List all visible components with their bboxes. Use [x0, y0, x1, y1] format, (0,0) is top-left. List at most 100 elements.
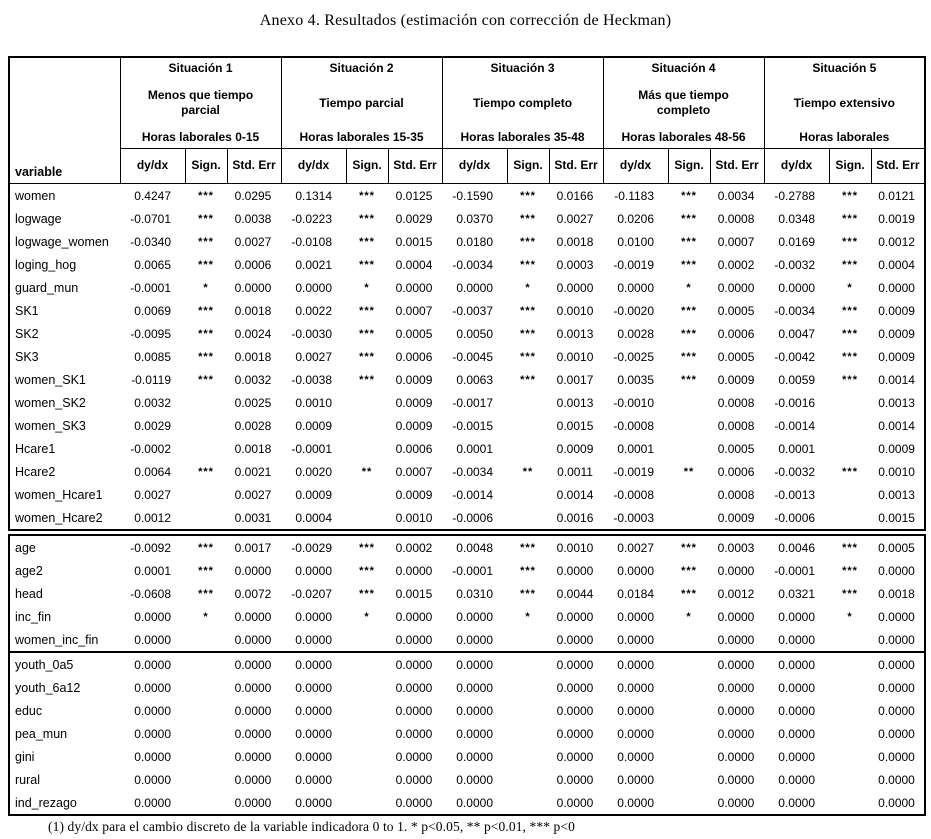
cell-dydx: -0.0008	[613, 418, 655, 433]
cell-stderr: 0.0000	[878, 749, 915, 764]
cell-sign: ***	[359, 189, 375, 202]
table-row: youth_6a12 0.0000 0.0000 0.0000 0.0000 0.0000…	[9, 676, 925, 699]
cell-stderr: 0.0017	[234, 540, 272, 555]
table-row: age2 0.0001 *** 0.0000 0.0000 *** 0.0000 -0.000…	[9, 559, 925, 582]
cell-stderr: 0.0032	[234, 372, 272, 387]
cell-sign	[668, 483, 710, 506]
table-row: ind_rezago 0.0000 0.0000 0.0000 0.0000 0.0000…	[9, 791, 925, 815]
cell-dydx: 0.0000	[120, 651, 185, 676]
cell-sign	[507, 651, 549, 676]
variable-name: youth_6a12	[15, 680, 81, 695]
cell-dydx: 0.0348	[778, 211, 816, 226]
variable-name: loging_hog	[15, 257, 77, 272]
cell-dydx: 0.4247	[134, 188, 171, 203]
cell-stderr: 0.0009	[878, 303, 915, 318]
cell-sign: ***	[681, 541, 697, 554]
cell-stderr: 0.0000	[234, 749, 272, 764]
cell-dydx: 0.0000	[617, 609, 654, 624]
cell-dydx: 0.0000	[617, 703, 654, 718]
cell-sign: *	[847, 281, 853, 294]
cell-sign	[507, 699, 549, 722]
cell-sign: ***	[520, 235, 536, 248]
cell-stderr: 0.0007	[395, 464, 433, 479]
table-row: women_SK3 0.0029 0.0028 0.0009 0.0009 -0.0015…	[9, 414, 925, 437]
cell-stderr: 0.0000	[717, 563, 755, 578]
cell-sign: *	[686, 610, 692, 623]
cell-stderr: 0.0000	[556, 680, 594, 695]
cell-dydx: 0.0069	[134, 303, 171, 318]
situation-4-header: Situación 4 Más que tiempo completo Hora…	[602, 56, 765, 149]
cell-stderr: 0.0004	[878, 257, 915, 272]
cell-stderr: 0.0018	[234, 303, 272, 318]
cell-sign	[507, 628, 549, 652]
variable-name: Hcare2	[15, 464, 56, 479]
cell-dydx: 0.0000	[134, 680, 171, 695]
metric-header-stderr: Std. Err	[709, 148, 765, 184]
metric-header-dydx: dy/dx	[602, 148, 669, 184]
table-row: logwage_women -0.0340 *** 0.0027 -0.0108 *** 0…	[9, 230, 925, 253]
cell-dydx: 0.0000	[778, 680, 815, 695]
cell-dydx: -0.0042	[774, 349, 816, 364]
cell-stderr: 0.0000	[878, 609, 915, 624]
situation-name: Situación 2	[329, 61, 394, 75]
cell-sign: *	[203, 281, 209, 294]
cell-dydx: 0.0000	[295, 795, 332, 810]
cell-dydx: -0.0032	[774, 464, 816, 479]
situation-hours: Horas laborales 35-48	[460, 130, 585, 144]
cell-dydx: 0.0000	[617, 280, 655, 295]
cell-dydx: -0.0019	[613, 257, 655, 272]
cell-stderr: 0.0000	[556, 563, 594, 578]
cell-stderr: 0.0005	[878, 540, 915, 555]
cell-sign: **	[361, 465, 373, 478]
cell-sign	[829, 699, 871, 722]
metric-header-dydx: dy/dx	[119, 148, 186, 184]
cell-sign: ***	[681, 327, 697, 340]
cell-sign	[346, 628, 388, 652]
cell-dydx: -0.0006	[452, 510, 494, 525]
cell-dydx: 0.0063	[456, 372, 494, 387]
cell-dydx: 0.0050	[456, 326, 494, 341]
metric-header-sign: Sign.	[184, 148, 228, 184]
cell-dydx: -0.0030	[291, 326, 333, 341]
cell-sign	[507, 506, 549, 530]
cell-sign	[829, 745, 871, 768]
cell-dydx: 0.0000	[778, 280, 816, 295]
cell-sign: ***	[359, 212, 375, 225]
cell-stderr: 0.0000	[234, 703, 272, 718]
cell-dydx: 0.0000	[456, 680, 493, 695]
table-row: inc_fin 0.0000 * 0.0000 0.0000 * 0.0000 0.0000 *…	[9, 605, 925, 628]
cell-sign: ***	[359, 373, 375, 386]
cell-stderr: 0.0000	[717, 772, 755, 787]
cell-stderr: 0.0000	[878, 726, 915, 741]
cell-sign: ***	[520, 304, 536, 317]
cell-stderr: 0.0010	[556, 540, 594, 555]
cell-stderr: 0.0000	[395, 280, 433, 295]
cell-dydx: 0.0000	[617, 772, 654, 787]
cell-sign: ***	[681, 373, 697, 386]
cell-sign	[185, 628, 227, 652]
cell-dydx: 0.0310	[456, 586, 493, 601]
cell-stderr: 0.0000	[395, 563, 433, 578]
metric-header-stderr: Std. Err	[226, 148, 282, 184]
table-row: gini 0.0000 0.0000 0.0000 0.0000 0.0000 0.0000…	[9, 745, 925, 768]
cell-sign: ***	[520, 564, 536, 577]
cell-stderr: 0.0016	[556, 510, 594, 525]
cell-stderr: 0.0005	[717, 349, 755, 364]
cell-stderr: 0.0024	[234, 326, 272, 341]
cell-sign: ***	[681, 212, 697, 225]
cell-dydx: 0.0000	[456, 726, 493, 741]
cell-sign: ***	[520, 258, 536, 271]
cell-sign: ***	[681, 304, 697, 317]
cell-stderr: 0.0000	[556, 632, 594, 647]
cell-sign: ***	[842, 304, 858, 317]
cell-sign	[829, 628, 871, 652]
cell-sign	[185, 506, 227, 530]
table-row: educ 0.0000 0.0000 0.0000 0.0000 0.0000 0.0000…	[9, 699, 925, 722]
cell-dydx: 0.0000	[456, 280, 494, 295]
cell-sign	[829, 676, 871, 699]
cell-stderr: 0.0000	[710, 651, 764, 676]
cell-stderr: 0.0027	[234, 487, 272, 502]
table-row: loging_hog 0.0065 *** 0.0006 0.0021 *** 0.0004…	[9, 253, 925, 276]
cell-sign: ***	[520, 327, 536, 340]
cell-stderr: 0.0000	[556, 795, 594, 810]
